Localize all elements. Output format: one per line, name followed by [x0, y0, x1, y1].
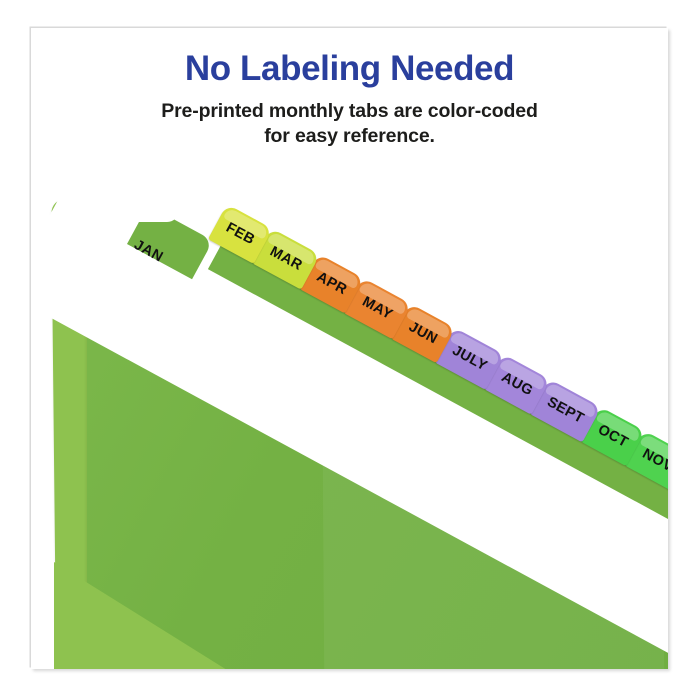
tab-label-mar: MAR [267, 243, 305, 274]
tab-label-may: MAY [359, 293, 396, 324]
page-subtitle-line-2: for easy reference. [264, 125, 435, 148]
tab-label-july: JULY [449, 342, 490, 375]
page-subtitle: Pre-printed monthly tabs are color-coded… [125, 99, 575, 150]
tab-label-jun: JUN [406, 318, 441, 348]
page-title: No Labeling Needed [184, 49, 515, 88]
back-sheet-notch [117, 188, 179, 222]
marketing-copy: No Labeling Needed Pre-printed monthly t… [31, 49, 668, 150]
tab-label-nov: NOV [639, 445, 668, 476]
tab-label-apr: APR [313, 268, 350, 299]
photo-frame: JAN FEBMARAPRMAYJUNJULYAUGSEPTOCTNOVDEC … [31, 28, 668, 669]
tab-label-feb: FEB [223, 219, 258, 249]
product-photo: JAN FEBMARAPRMAYJUNJULYAUGSEPTOCTNOVDEC [31, 28, 668, 669]
page-subtitle-line-1: Pre-printed monthly tabs are color-coded [161, 99, 538, 122]
tab-label-aug: AUG [498, 369, 536, 400]
tab-label-sept: SEPT [544, 394, 587, 427]
tab-label-oct: OCT [595, 421, 631, 451]
